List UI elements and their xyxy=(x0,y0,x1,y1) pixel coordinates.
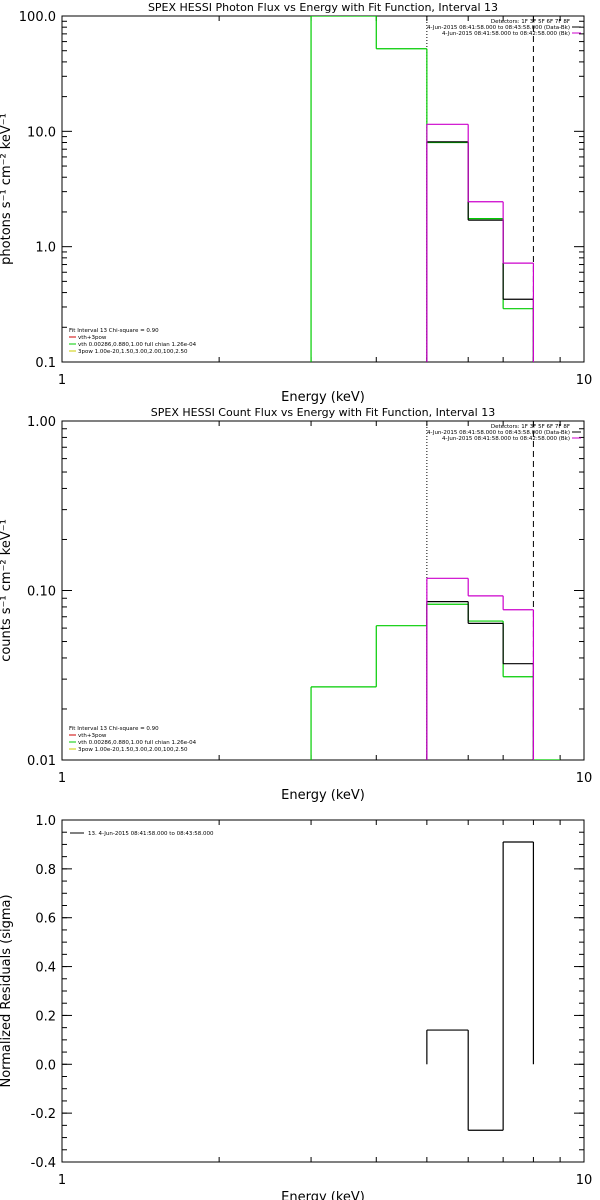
legend-entry: 4-Jun-2015 08:41:58.000 to 08:43:58.000 … xyxy=(427,25,570,31)
y-tick-label: 0.0 xyxy=(35,1058,56,1073)
y-tick-label: 100.0 xyxy=(19,10,56,25)
plot-frame xyxy=(61,420,585,761)
y-tick-label: 0.8 xyxy=(35,863,56,878)
chart-panel-3: 1 10 Energy (keV) -0.4 -0.2 0.0 0.2 0.4 0.6 0.8 1.… xyxy=(0,814,592,1200)
x-axis-label: Energy (keV) xyxy=(281,1190,365,1200)
x-tick-label: 10 xyxy=(576,1173,593,1188)
legend-entry: Fit Interval 13 Chi-square = 0.90 xyxy=(69,726,159,732)
y-axis-label: counts s⁻¹ cm⁻² keV⁻¹ xyxy=(0,519,14,662)
legend-entry: vth+3pow xyxy=(78,335,107,341)
series-2 xyxy=(426,601,535,760)
legend-entry: 13. 4-Jun-2015 08:41:58.000 to 08:43:58.… xyxy=(88,831,214,837)
y-tick-label: -0.4 xyxy=(31,1156,56,1171)
x-axis-label: Energy (keV) xyxy=(281,390,365,405)
legend-entry: 4-Jun-2015 08:41:58.000 to 08:43:58.000 … xyxy=(427,430,570,436)
y-tick-label: 0.6 xyxy=(35,912,56,927)
y-tick-label: -0.2 xyxy=(31,1107,56,1122)
legend-entry: Detectors: 1F 3F 5F 6F 7F 8F xyxy=(491,19,570,25)
y-tick-label: 1.0 xyxy=(35,814,56,829)
y-tick-label: 10.0 xyxy=(27,125,56,140)
series-1 xyxy=(310,16,535,362)
y-tick-label: 0.1 xyxy=(35,356,56,371)
y-tick-label: 0.01 xyxy=(27,754,56,769)
y-tick-label: 0.10 xyxy=(27,585,56,600)
legend-entry: 3pow 1.00e-20,1.50,3.00,2.00,100,2.50 xyxy=(78,349,188,355)
legend-entry: Fit Interval 13 Chi-square = 0.90 xyxy=(69,328,159,334)
legend-entry: vth 0.00286,0.880,1.00 full chian 1.26e-… xyxy=(78,740,197,746)
chart-panel-2: SPEX HESSI Count Flux vs Energy with Fit… xyxy=(0,406,592,803)
x-tick-label: 1 xyxy=(58,1173,66,1188)
legend-entry: vth+3pow xyxy=(78,733,107,739)
plot-frame xyxy=(61,15,585,363)
legend-entry: vth 0.00286,0.880,1.00 full chian 1.26e-… xyxy=(78,342,197,348)
plot-frame xyxy=(61,819,585,1163)
x-axis-label: Energy (keV) xyxy=(281,788,365,803)
series-3 xyxy=(426,577,535,760)
y-tick-label: 0.4 xyxy=(35,961,56,976)
series-3 xyxy=(426,123,535,362)
series-1 xyxy=(310,603,561,760)
x-tick-label: 1 xyxy=(58,373,66,388)
chart-title: SPEX HESSI Photon Flux vs Energy with Fi… xyxy=(148,1,498,14)
legend-entry: 4-Jun-2015 08:41:58.000 to 08:42:58.000 … xyxy=(442,31,570,37)
legend-entry: Detectors: 1F 3F 5F 6F 7F 8F xyxy=(491,424,570,430)
x-tick-label: 1 xyxy=(58,771,66,786)
chart-title: SPEX HESSI Count Flux vs Energy with Fit… xyxy=(151,406,495,419)
x-tick-label: 10 xyxy=(576,373,593,388)
series-2 xyxy=(426,141,535,362)
y-axis-label: Normalized Residuals (sigma) xyxy=(0,894,14,1087)
legend-entry: 3pow 1.00e-20,1.50,3.00,2.00,100,2.50 xyxy=(78,747,188,753)
chart-panel-1: SPEX HESSI Photon Flux vs Energy with Fi… xyxy=(0,1,592,405)
series-1 xyxy=(426,841,535,1131)
y-tick-label: 0.2 xyxy=(35,1009,56,1024)
y-tick-label: 1.0 xyxy=(35,241,56,256)
legend-entry: 4-Jun-2015 08:41:58.000 to 08:42:58.000 … xyxy=(442,436,570,442)
y-axis-label: photons s⁻¹ cm⁻² keV⁻¹ xyxy=(0,113,14,265)
y-tick-label: 1.00 xyxy=(27,415,56,430)
x-tick-label: 10 xyxy=(576,771,593,786)
